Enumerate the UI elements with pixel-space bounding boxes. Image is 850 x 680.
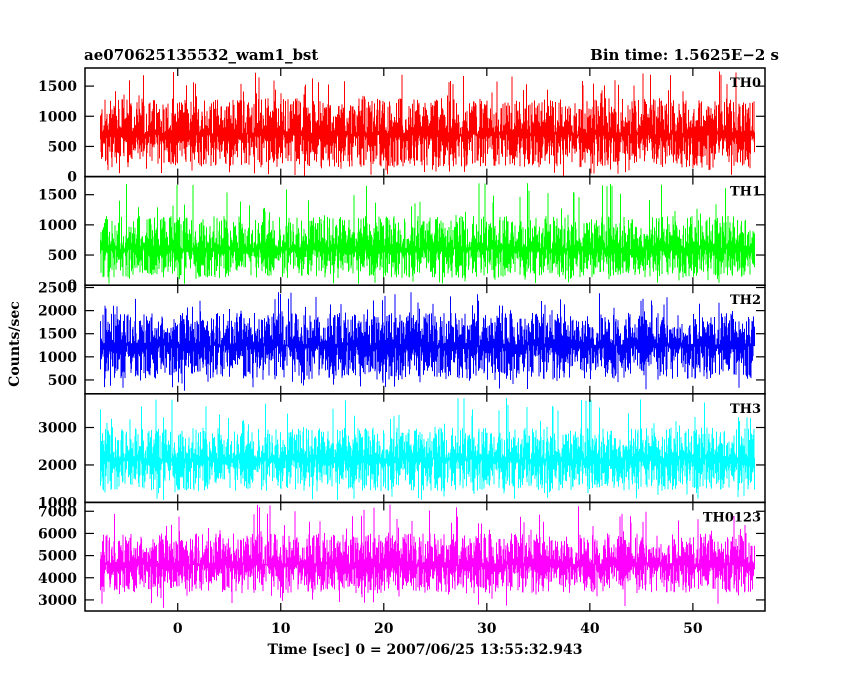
series-th0 [100,71,755,177]
panel-th0: 0 500 1000 1500 TH0 [38,67,766,186]
y-tick-label-th0-3: 1500 [38,79,77,95]
panel-label-th2: TH2 [730,293,761,308]
y-tick-label-th0123-3: 6000 [38,526,77,542]
series-th2 [100,292,755,391]
y-tick-label-th1-1: 500 [48,248,77,264]
series-th1 [100,183,755,284]
panel-label-th0123: TH0123 [703,510,761,525]
y-tick-label-th3-0: 1000 [38,495,77,511]
y-tick-label-th0-0: 0 [67,170,77,186]
panel-label-th1: TH1 [730,185,761,200]
panels-group: 0 500 1000 1500 TH0 0 500 1000 1500 TH1 500 1000 150… [38,67,766,612]
panel-th2: 500 1000 1500 2000 2500 TH2 [38,281,766,395]
panel-frame-th0123 [84,501,766,612]
y-tick-label-th0123-2: 5000 [38,549,77,565]
x-tick-label-3: 30 [477,621,497,637]
y-tick-label-th2-4: 2500 [38,281,77,297]
panel-label-th3: TH3 [730,402,761,417]
y-tick-label-th0123-1: 4000 [38,571,77,587]
y-tick-label-th3-2: 3000 [38,421,77,437]
y-tick-label-th1-0: 0 [67,278,77,294]
series-th3 [100,398,755,500]
y-tick-label-th1-3: 1500 [38,188,77,204]
x-axis: 0 10 20 30 40 50 [173,621,703,637]
panel-th3: 1000 2000 3000 TH3 [38,393,766,511]
y-tick-label-th0123-0: 3000 [38,593,77,609]
x-axis-title: Time [sec] 0 = 2007/06/25 13:55:32.943 [268,642,583,658]
chart-title: ae070625135532_wam1_bst [84,46,318,64]
panel-th0123: 3000 4000 5000 6000 7000 TH0123 [38,501,766,612]
panel-label-th0: TH0 [730,76,761,91]
y-tick-label-th2-3: 2000 [38,304,77,320]
panel-th1: 0 500 1000 1500 TH1 [38,175,766,294]
y-tick-label-th2-1: 1000 [38,350,77,366]
x-tick-label-1: 10 [271,621,291,637]
y-tick-label-th3-1: 2000 [38,458,77,474]
x-tick-label-2: 20 [374,621,394,637]
y-tick-label-th2-0: 500 [48,373,77,389]
y-tick-label-th0123-4: 7000 [38,504,77,520]
series-th0123 [100,504,755,608]
x-tick-label-4: 40 [580,621,600,637]
x-tick-label-5: 50 [683,621,703,637]
y-axis-title: Counts/sec [7,301,23,387]
y-tick-label-th0-1: 500 [48,139,77,155]
y-tick-label-th2-2: 1500 [38,327,77,343]
y-tick-label-th0-2: 1000 [38,109,77,125]
y-tick-label-th1-2: 1000 [38,218,77,234]
x-tick-label-0: 0 [173,621,183,637]
bin-time-label: Bin time: 1.5625E−2 s [590,46,779,64]
